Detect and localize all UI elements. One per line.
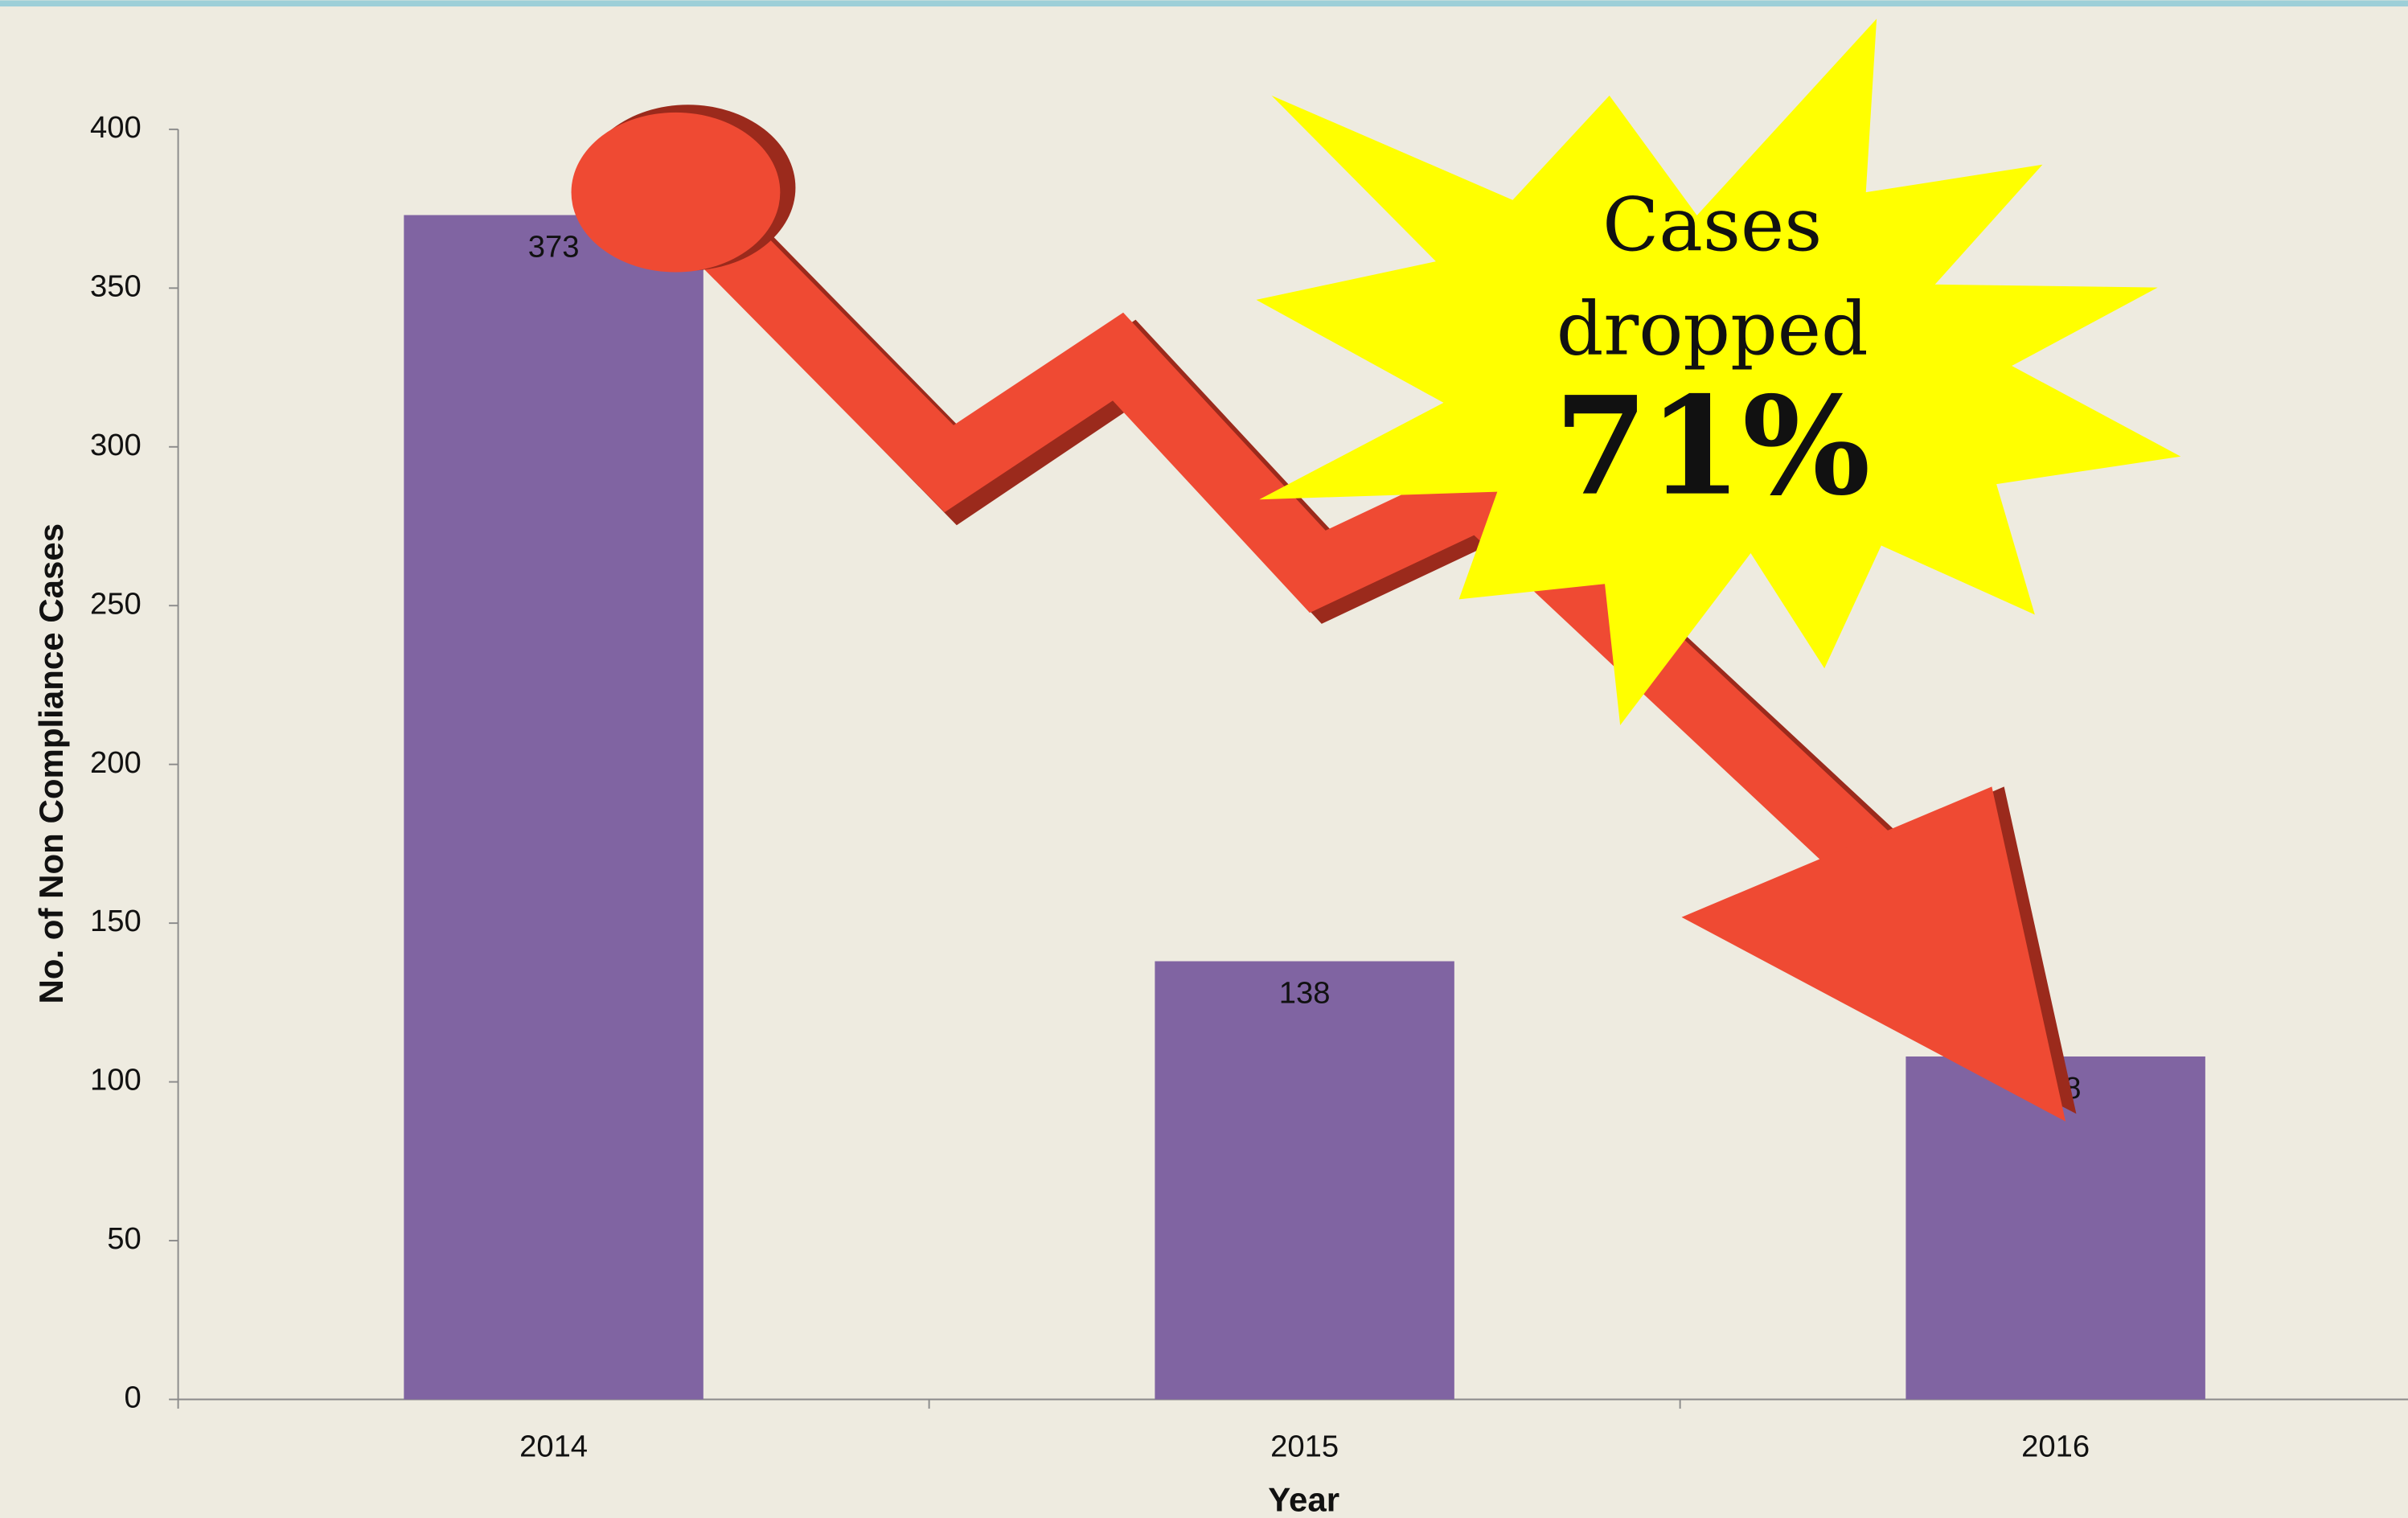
annotation-line: dropped <box>1557 286 1869 372</box>
annotation-highlight: 71% <box>1554 367 1871 526</box>
y-tick-label: 100 <box>90 1063 142 1097</box>
y-tick-label: 250 <box>90 586 142 621</box>
y-tick-label: 0 <box>124 1381 141 1415</box>
data-label: 138 <box>1279 976 1331 1011</box>
data-label: 373 <box>528 230 580 265</box>
x-tick-label: 2015 <box>1270 1430 1339 1464</box>
x-tick-label: 2016 <box>2021 1430 2090 1464</box>
bar <box>404 215 703 1399</box>
bar <box>1155 962 1454 1400</box>
y-tick-label: 400 <box>90 110 142 145</box>
x-tick-label: 2014 <box>519 1430 588 1464</box>
annotation-line: Cases <box>1602 182 1822 268</box>
arrow-start <box>572 113 781 273</box>
x-axis-title: Year <box>1268 1481 1339 1518</box>
y-tick-label: 50 <box>107 1221 141 1256</box>
y-tick-label: 300 <box>90 428 142 462</box>
top-rule <box>0 0 2408 6</box>
y-tick-label: 350 <box>90 269 142 303</box>
y-tick-label: 150 <box>90 904 142 938</box>
y-tick-label: 200 <box>90 745 142 780</box>
chart: 0 50 100 150 200 250 300 350 400 2014 373 2015 138 20… <box>0 0 2408 1518</box>
y-axis-title: No. of Non Compliance Cases <box>32 523 70 1004</box>
